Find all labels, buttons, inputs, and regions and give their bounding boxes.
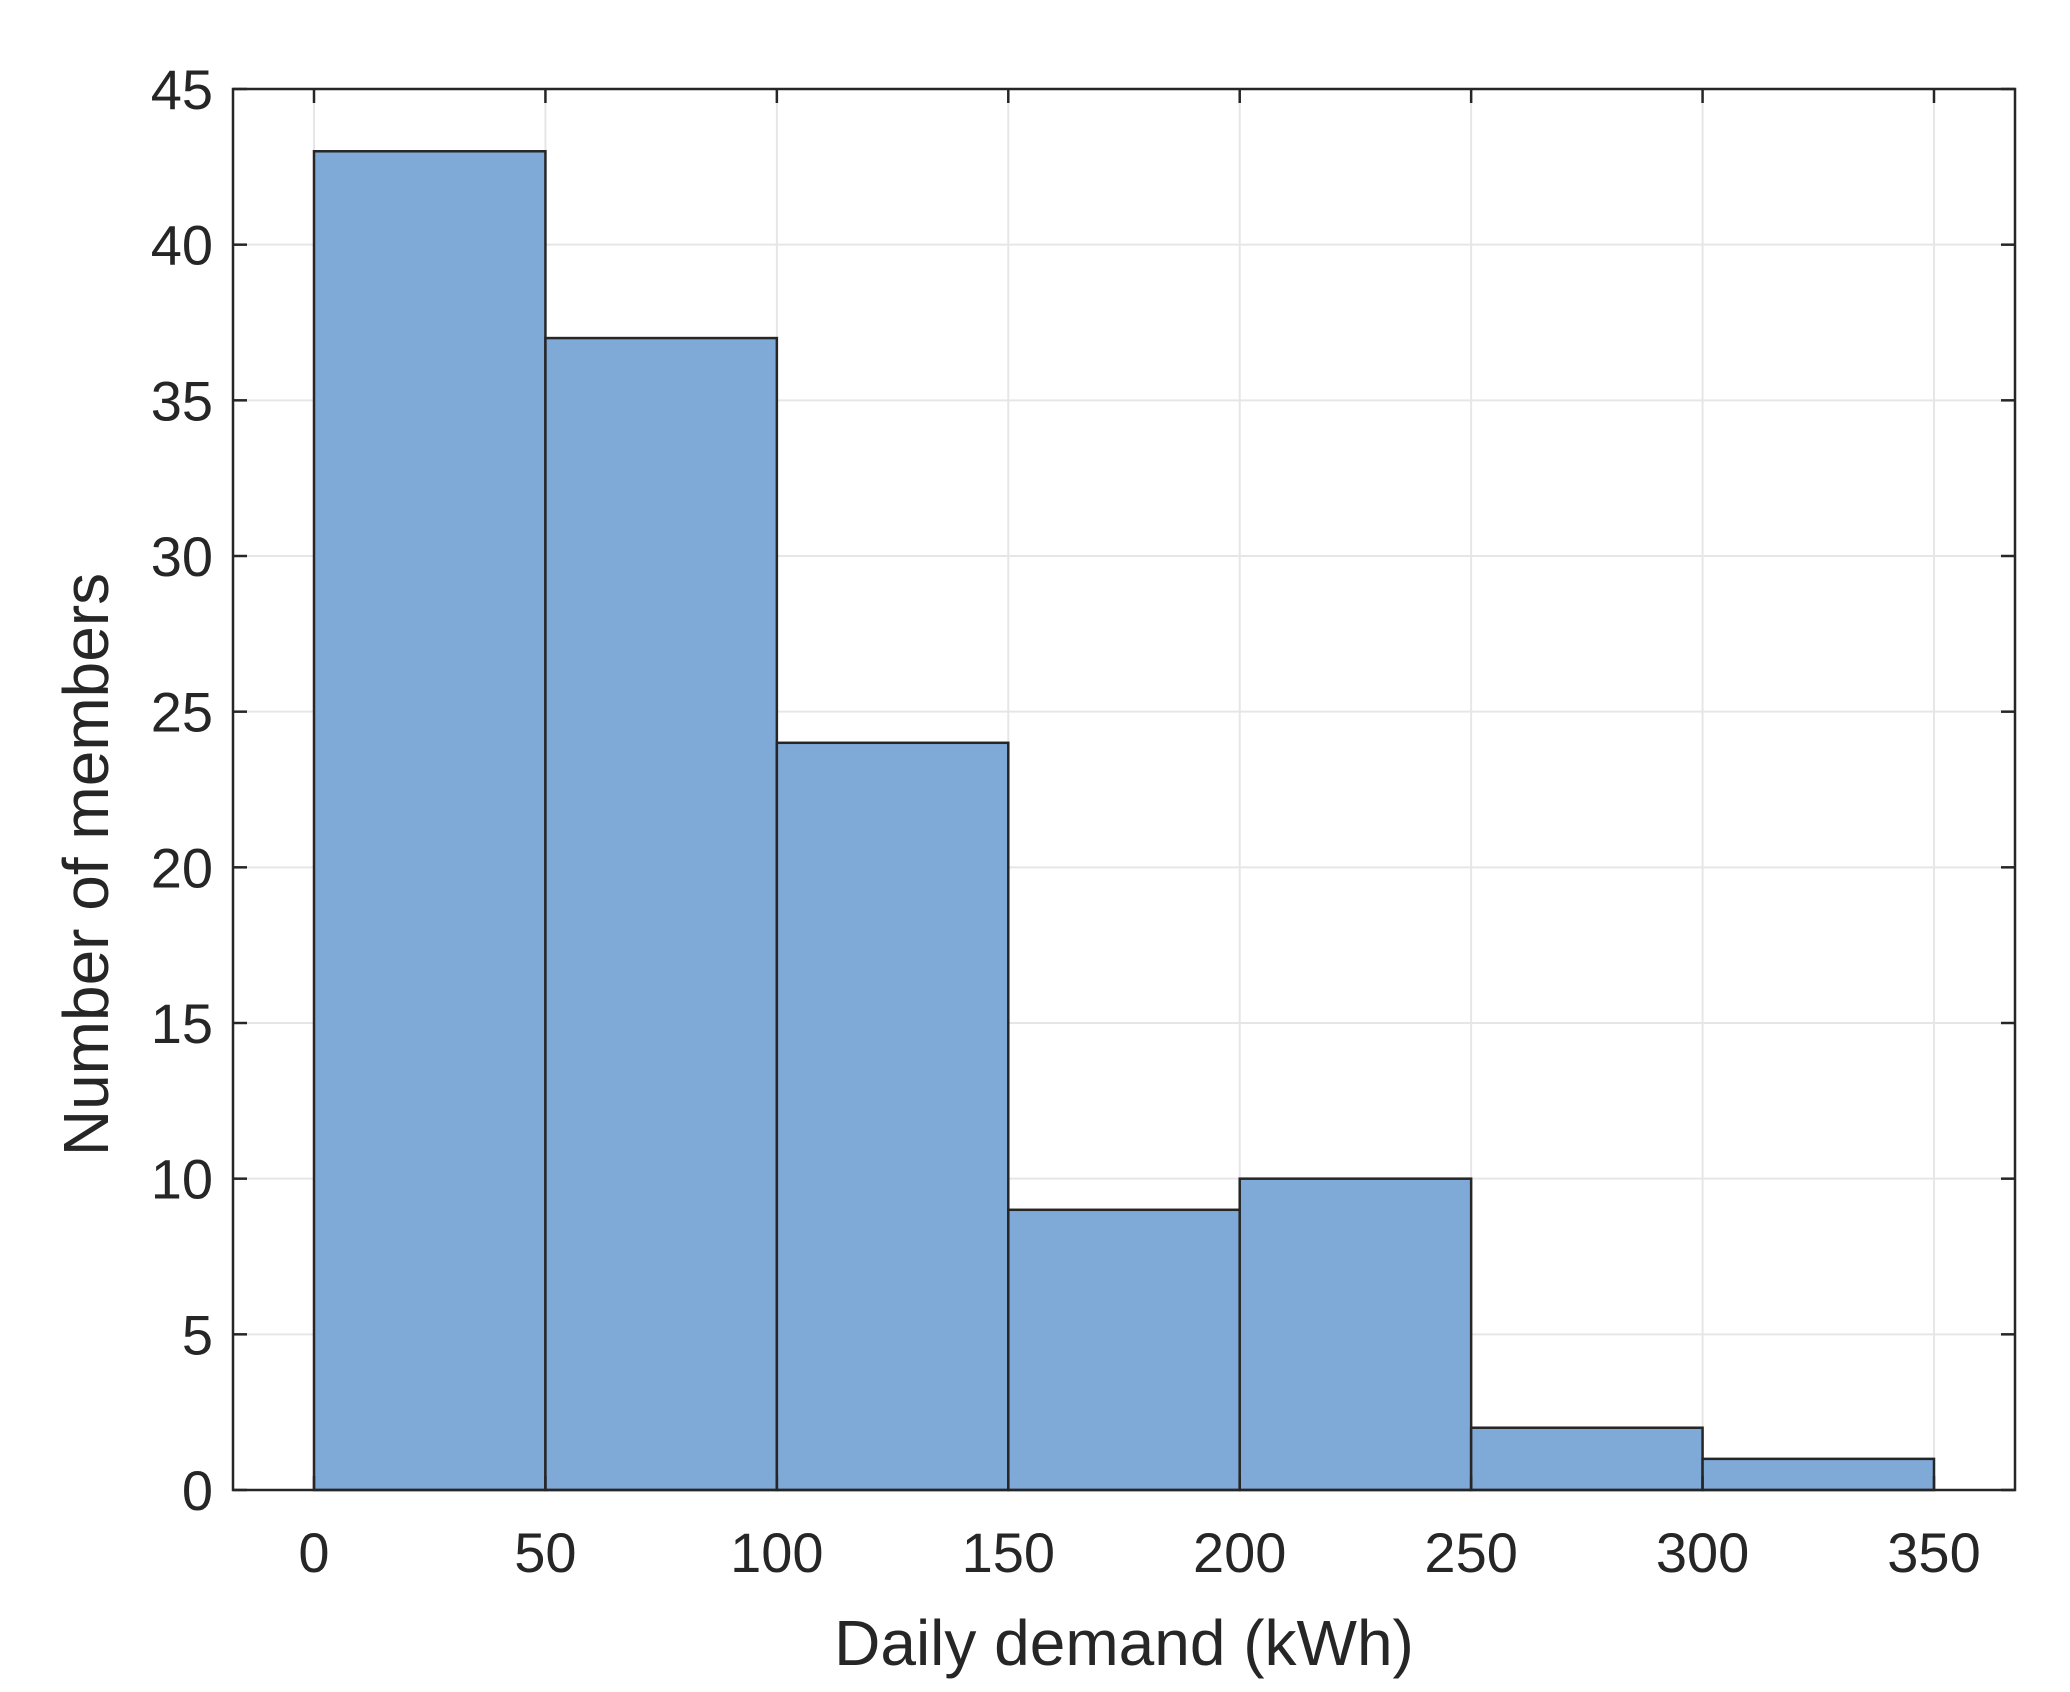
histogram-bar-2 [775,741,1010,1492]
x-tick-label: 100 [730,1521,823,1584]
x-tick-label: 350 [1887,1521,1980,1584]
histogram-bar-0 [312,150,547,1492]
histogram-bar-1 [544,336,779,1492]
x-tick-label: 50 [514,1521,576,1584]
y-tick-label: 15 [151,992,213,1055]
x-tick-label: 0 [298,1521,329,1584]
y-tick-label: 30 [151,525,213,588]
histogram-bar-3 [1007,1208,1241,1492]
x-tick-label: 200 [1193,1521,1286,1584]
x-tick-label: 250 [1424,1521,1517,1584]
y-tick-label: 35 [151,369,213,432]
y-tick-label: 0 [182,1459,213,1522]
y-tick-label: 20 [151,836,213,899]
y-axis-label: Number of members [50,573,122,1156]
y-tick-label: 25 [151,681,213,744]
x-tick-label: 150 [962,1521,1055,1584]
y-tick-label: 40 [151,214,213,277]
histogram-bar-4 [1238,1177,1473,1492]
x-tick-label: 300 [1656,1521,1749,1584]
plot-frame [231,87,2017,1492]
ticks [233,87,2015,1492]
y-tick-label: 10 [151,1148,213,1211]
y-tick-labels: 0 5 10 15 20 25 30 35 40 45 [151,58,213,1522]
bars [312,150,1936,1492]
x-tick-labels: 0 50 100 150 200 250 300 350 [298,1521,1980,1584]
histogram-bar-5 [1469,1426,1704,1492]
x-axis-label: Daily demand (kWh) [834,1607,1414,1679]
y-tick-label: 5 [182,1303,213,1366]
y-tick-label: 45 [151,58,213,121]
histogram-bar-6 [1701,1457,1936,1492]
